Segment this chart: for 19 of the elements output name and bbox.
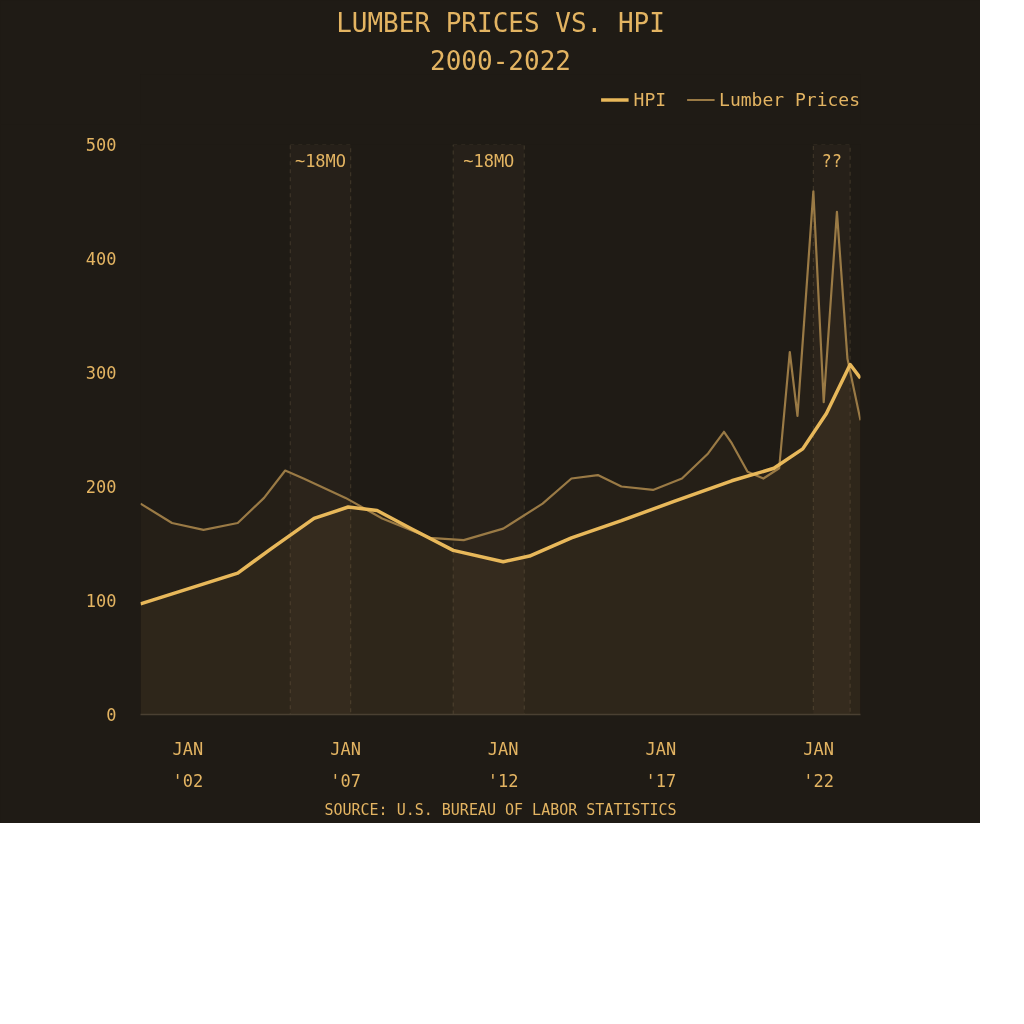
legend-label: HPI <box>633 88 667 110</box>
y-tick-label: 500 <box>85 135 117 155</box>
x-tick-label: JAN '07 <box>330 738 361 791</box>
y-tick-label: 400 <box>85 249 117 269</box>
y-tick-label: 0 <box>106 705 117 725</box>
x-tick-label: JAN '22 <box>803 738 834 791</box>
y-tick-label: 200 <box>85 477 117 497</box>
source-note: SOURCE: U.S. BUREAU OF LABOR STATISTICS <box>324 800 677 819</box>
y-tick-label: 100 <box>85 591 117 611</box>
band-label: ?? <box>821 150 842 171</box>
band-label: ~18MO <box>463 150 515 171</box>
x-tick-label: JAN '17 <box>645 738 677 791</box>
x-tick-label: JAN '02 <box>172 738 204 791</box>
legend-label: Lumber Prices <box>719 88 860 110</box>
x-tick-label: JAN '12 <box>487 738 519 791</box>
chart-subtitle: 2000-2022 <box>430 45 571 76</box>
band-label: ~18MO <box>294 150 347 171</box>
y-tick-label: 300 <box>85 363 117 383</box>
chart-title: LUMBER PRICES VS. HPI <box>336 7 665 38</box>
